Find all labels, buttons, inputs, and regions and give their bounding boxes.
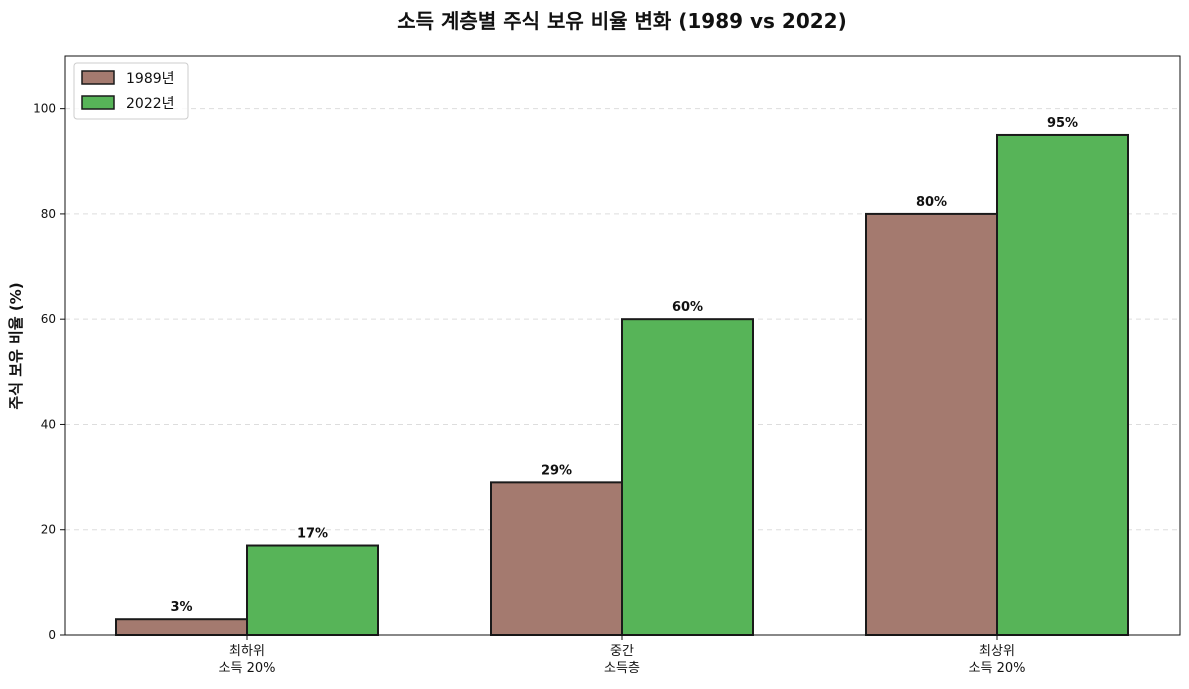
x-tick-label-line: 소득층 — [604, 661, 640, 676]
x-tick-label-line: 최상위 — [979, 644, 1015, 659]
legend-label: 1989년 — [126, 71, 175, 87]
data-label: 80% — [916, 195, 947, 210]
y-tick-label: 80 — [41, 207, 56, 221]
x-tick-label-line: 중간 — [610, 644, 634, 659]
x-tick-label-line: 소득 20% — [969, 661, 1026, 676]
chart-title: 소득 계층별 주식 보유 비율 변화 (1989 vs 2022) — [397, 9, 846, 33]
y-tick-label: 20 — [41, 523, 56, 537]
legend-label: 2022년 — [126, 96, 175, 112]
bar-0-1 — [490, 481, 623, 637]
x-tick-label-line: 최하위 — [229, 644, 265, 659]
bar-0-2 — [865, 212, 998, 636]
y-tick-label: 0 — [48, 628, 56, 642]
y-tick-label: 60 — [41, 312, 56, 326]
legend-swatch — [81, 70, 115, 85]
plot-frame — [64, 55, 1181, 636]
bar-1-1 — [621, 318, 754, 636]
bars — [115, 133, 1129, 637]
y-tick-label: 100 — [33, 102, 56, 116]
data-label: 95% — [1047, 116, 1078, 131]
bar-1-2 — [996, 133, 1129, 636]
data-label: 60% — [672, 300, 703, 315]
bar-1-0 — [246, 544, 379, 637]
legend-swatch — [81, 95, 115, 110]
y-tick-label: 40 — [41, 417, 56, 431]
x-tick-label-line: 소득 20% — [219, 661, 276, 676]
data-labels: 3% 17% 29% 60% 80% 95% — [170, 116, 1078, 615]
data-label: 3% — [170, 600, 192, 615]
data-label: 29% — [541, 463, 572, 478]
data-label: 17% — [297, 527, 328, 542]
y-axis-label: 주식 보유 비율 (%) — [7, 282, 25, 409]
bar-0-0 — [115, 618, 248, 637]
legend: 1989년 2022년 — [73, 62, 189, 120]
